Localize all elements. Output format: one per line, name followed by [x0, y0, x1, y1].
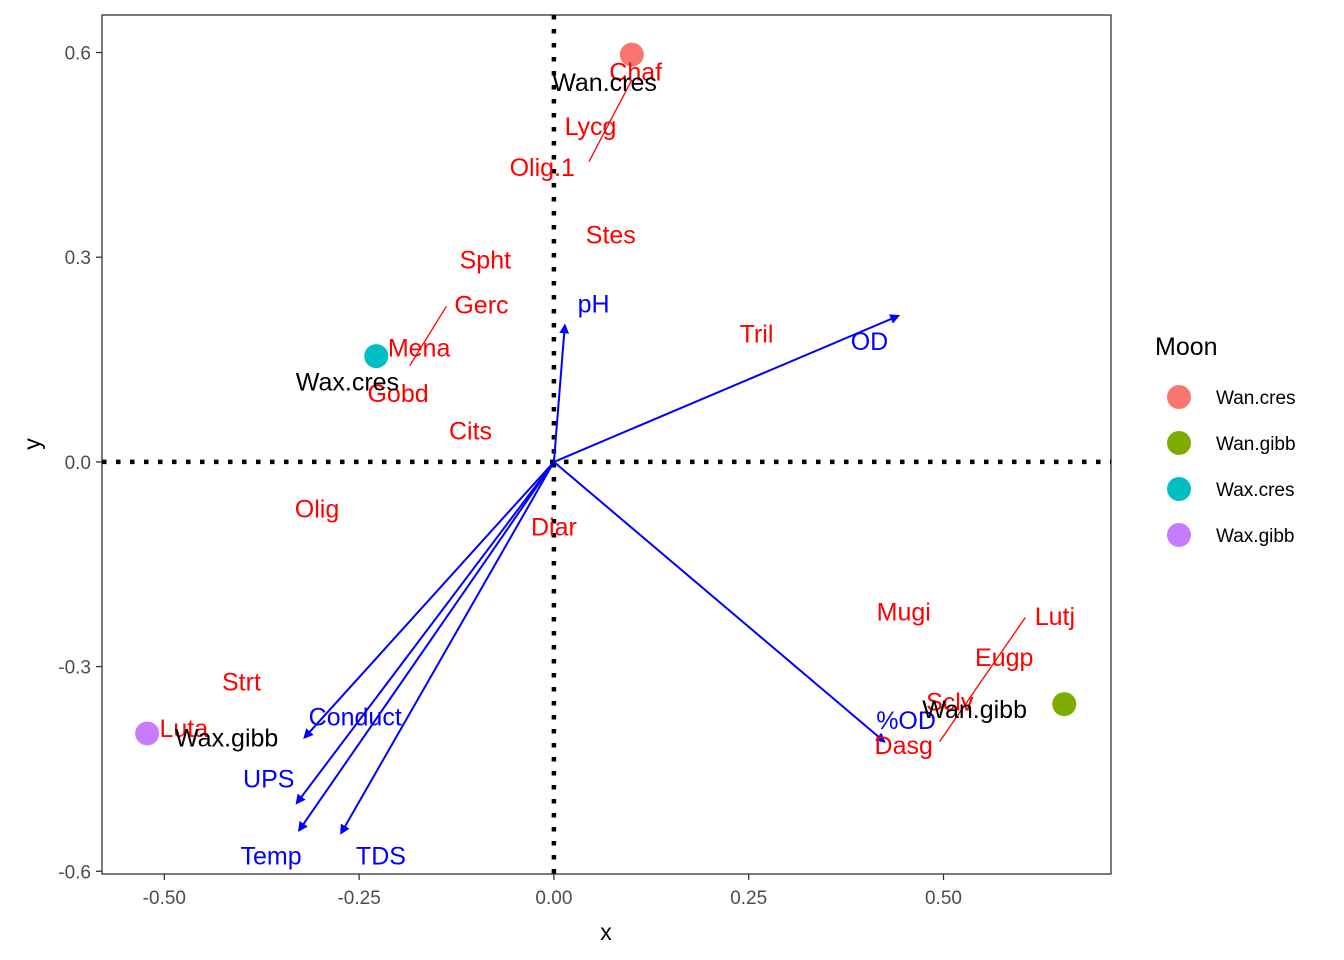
species-label: Dasg: [875, 732, 933, 760]
species-label: Tril: [740, 321, 774, 349]
species-label: Olig.1: [510, 154, 575, 182]
site-label: Wax.cres: [296, 368, 399, 396]
species-label: Lycg: [565, 113, 617, 141]
species-label: Mugi: [877, 598, 931, 626]
species-label: Luta: [159, 715, 208, 743]
species-label: Stes: [586, 222, 636, 250]
env-vector-arrow: [552, 323, 570, 462]
species-label: Eugp: [975, 644, 1033, 672]
y-axis-title: y: [19, 438, 45, 450]
species-label: Spht: [460, 246, 511, 274]
env-vector-label: Conduct: [309, 703, 402, 731]
x-tick-label: 0.00: [535, 888, 572, 909]
env-vector-label: pH: [578, 291, 610, 319]
env-vector-label: TDS: [356, 843, 406, 871]
environmental-vectors: [295, 314, 901, 835]
site-point: [364, 344, 389, 369]
axes: -0.50 -0.25 0.00 0.25 0.50 -0.6 -0.3 0.0 0.3 0.6: [58, 44, 962, 909]
y-tick-label: -0.6: [58, 862, 91, 883]
x-axis-title: x: [600, 919, 612, 945]
legend: Moon Wan.cres Wan.gibb Wax.cres Wax.gibb: [1155, 333, 1296, 547]
env-vector-arrow: [295, 461, 555, 805]
species-leader-line: [588, 79, 633, 162]
site-label: Wax.gibb: [175, 725, 278, 753]
x-tick-label: -0.50: [143, 888, 186, 909]
site-label: Wan.gibb: [922, 696, 1027, 724]
species-label: Gobd: [367, 380, 428, 408]
env-vector-label: UPS: [243, 765, 294, 793]
species-label: Strt: [222, 669, 261, 697]
site-point: [619, 42, 644, 67]
plot-panel-border: [101, 14, 1112, 875]
site-label: Wan.cres: [552, 69, 657, 97]
species-label: Lutj: [1035, 603, 1075, 631]
env-vector-label: OD: [851, 328, 889, 356]
site-point: [135, 721, 160, 746]
legend-key: [1167, 385, 1191, 409]
env-vector-arrow: [297, 461, 555, 832]
legend-entry-label: Wan.gibb: [1216, 434, 1296, 455]
site-points: [135, 42, 1077, 746]
site-point: [1052, 692, 1077, 717]
env-vector-arrow: [553, 461, 886, 743]
x-tick-label: 0.50: [925, 888, 962, 909]
species-leader-line: [939, 617, 1026, 743]
species-label: Gerc: [454, 291, 508, 319]
legend-entry-label: Wax.cres: [1216, 480, 1294, 501]
species-label: Chaf: [609, 59, 662, 87]
env-vector-arrow: [340, 461, 555, 835]
legend-entry-label: Wax.gibb: [1216, 526, 1295, 547]
env-vector-label: Temp: [241, 843, 302, 871]
x-tick-label: -0.25: [337, 888, 380, 909]
label-leader-lines: [409, 79, 1026, 743]
env-vector-label: %OD: [876, 707, 936, 735]
y-tick-label: -0.3: [58, 658, 91, 679]
species-label: Sclv: [926, 688, 974, 716]
env-vector-arrow: [553, 314, 901, 463]
y-tick-label: 0.6: [65, 44, 91, 65]
species-label: Olig: [295, 495, 339, 523]
reference-lines: [102, 15, 1111, 874]
species-leader-line: [409, 305, 447, 367]
species-label: Mena: [388, 334, 451, 362]
legend-title: Moon: [1155, 333, 1218, 361]
legend-key: [1167, 431, 1191, 455]
species-label: Diar: [531, 514, 577, 542]
legend-entry-label: Wan.cres: [1216, 388, 1296, 409]
species-label: Cits: [449, 418, 492, 446]
x-tick-label: 0.25: [730, 888, 767, 909]
env-vector-arrow: [303, 461, 555, 740]
y-tick-label: 0.3: [65, 248, 91, 269]
y-tick-label: 0.0: [65, 453, 91, 474]
legend-key: [1167, 523, 1191, 547]
legend-key: [1167, 477, 1191, 501]
